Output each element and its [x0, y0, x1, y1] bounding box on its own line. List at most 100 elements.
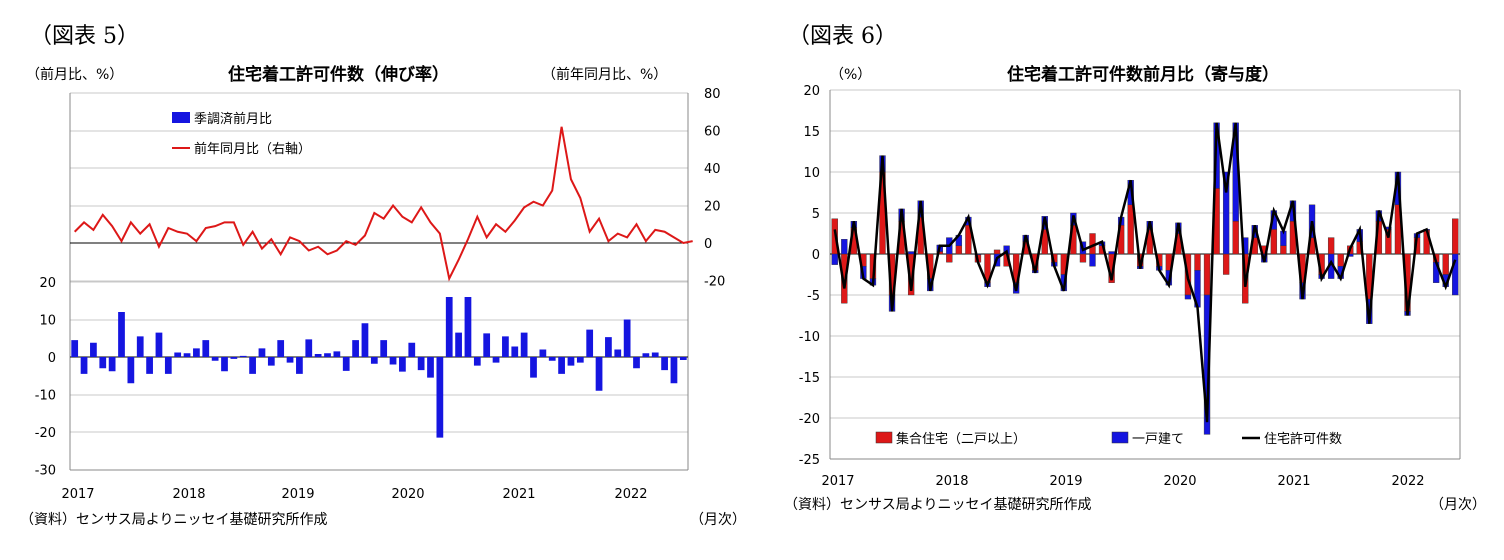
single-family-bar [1184, 294, 1192, 300]
multi-family-bar [1280, 245, 1287, 255]
bar [193, 348, 200, 357]
total-permits-line [833, 122, 1457, 423]
bar [511, 346, 519, 357]
x-tick-label: 2022 [1391, 474, 1424, 489]
bar [670, 357, 678, 384]
multi-family-bar [946, 253, 953, 263]
single-family-bar [974, 253, 982, 256]
figure-label: （図表 6） [788, 24, 897, 49]
bar [324, 353, 331, 357]
x-tick-label: 2022 [614, 487, 647, 502]
source-note: （資料）センサス局よりニッセイ基礎研究所作成 [20, 512, 328, 528]
bar [483, 333, 491, 357]
y-tick-label: 0 [812, 248, 820, 263]
bar [71, 340, 79, 357]
multi-family-bar [1194, 253, 1201, 271]
bar [164, 357, 172, 374]
bar [661, 357, 668, 371]
x-tick-label: 2019 [281, 487, 314, 502]
bar [286, 357, 294, 363]
bar [211, 357, 219, 361]
bar [136, 336, 144, 357]
bar [520, 332, 528, 357]
bar [314, 354, 322, 357]
bar [267, 357, 275, 366]
y-tick-label: -10 [35, 389, 56, 404]
bar [642, 353, 650, 357]
multi-family-bar [1337, 253, 1344, 267]
bar [605, 337, 612, 357]
left-axis-unit: （%） [830, 67, 872, 83]
bar [380, 340, 388, 357]
bar [679, 357, 687, 360]
right-axis-unit: （前年同月比、%） [542, 67, 668, 83]
bar [361, 323, 369, 357]
multi-family-bar [1127, 204, 1134, 255]
y-tick-label: -20 [35, 426, 56, 441]
y2-tick-label: -20 [704, 275, 725, 290]
legend-swatch-multi [875, 431, 893, 444]
single-family-bar [1222, 171, 1230, 255]
x-tick-label: 2017 [61, 487, 94, 502]
single-family-bar [841, 239, 848, 255]
multi-family-bar [1327, 237, 1335, 255]
bar [127, 357, 135, 384]
bar [623, 319, 631, 357]
multi-family-bar [1079, 253, 1087, 263]
bar [239, 355, 247, 357]
y-tick-label: 10 [39, 314, 56, 329]
x-tick-label: 2018 [935, 474, 968, 489]
x-tick-label: 2021 [502, 487, 535, 502]
bar [296, 357, 303, 374]
y-tick-label: 10 [803, 166, 820, 181]
bar [492, 357, 500, 363]
bar [651, 352, 659, 357]
y-tick-label: 0 [48, 351, 56, 366]
figure-6-panel: （図表 6） 住宅着工許可件数前月比（寄与度） （%） 20 15 10 5 0 -5 -1… [752, 0, 1504, 560]
bar [80, 357, 88, 374]
bar [408, 342, 416, 357]
y2-tick-label: 0 [704, 237, 712, 252]
bar [202, 340, 210, 357]
bar [502, 336, 509, 357]
multi-family-bar [955, 245, 963, 255]
y-tick-label: -25 [799, 453, 820, 468]
x-tick-label: 2018 [172, 487, 205, 502]
y-tick-label: -10 [799, 330, 820, 345]
bar [586, 329, 594, 357]
bar [445, 297, 453, 357]
bar [155, 332, 163, 357]
bar [230, 357, 238, 359]
bar [108, 357, 116, 372]
y-tick-label: 5 [812, 207, 820, 222]
bar [352, 340, 359, 357]
x-tick-label: 2020 [1163, 474, 1196, 489]
single-family-bar [831, 253, 838, 265]
bar [595, 357, 603, 391]
x-tick-label: 2021 [1277, 474, 1310, 489]
y2-tick-label: 40 [704, 162, 721, 177]
bar [455, 332, 462, 357]
y-tick-label: -30 [35, 464, 56, 479]
bar [539, 349, 547, 357]
bar [258, 348, 266, 357]
multi-family-bar [1442, 253, 1449, 275]
x-tick-label: 2020 [391, 487, 424, 502]
legend-label: 住宅許可件数 [1264, 432, 1342, 447]
x-tick-label: 2019 [1049, 474, 1082, 489]
chart-title: 住宅着工許可件数（伸び率） [228, 65, 449, 85]
bar [473, 357, 481, 366]
bar [417, 357, 425, 371]
y-tick-label: 20 [39, 276, 56, 291]
period-label: （月次） [1430, 497, 1486, 513]
bar [558, 357, 565, 374]
y-tick-label: -20 [799, 412, 820, 427]
bar [399, 357, 406, 372]
multi-family-bar [1452, 218, 1459, 255]
multi-family-bar [1222, 253, 1230, 275]
bar [99, 357, 107, 369]
y2-tick-label: 20 [704, 200, 721, 215]
bar [633, 357, 640, 369]
legend-label: 季調済前月比 [194, 111, 272, 127]
